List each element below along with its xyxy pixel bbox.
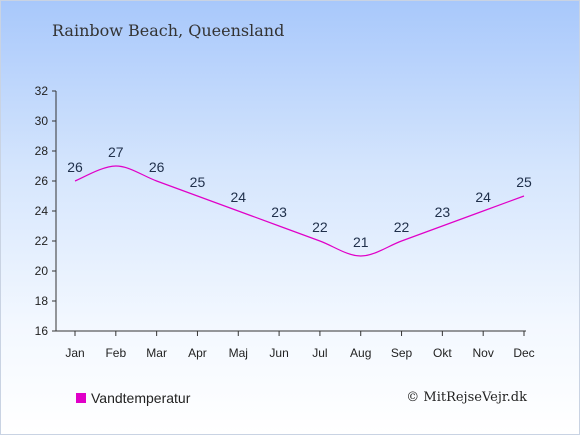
data-label: 22 [394,219,410,235]
data-label: 23 [271,204,287,220]
data-label: 26 [149,159,165,175]
chart-title: Rainbow Beach, Queensland [52,21,285,40]
y-tick-label: 16 [35,324,49,338]
data-label: 25 [190,174,206,190]
data-label: 27 [108,144,124,160]
x-tick-label: Apr [188,346,207,360]
y-tick-label: 26 [35,174,49,188]
legend-label: Vandtemperatur [91,390,191,406]
legend-swatch [76,393,86,403]
data-label: 24 [230,189,246,205]
x-tick-label: Feb [105,346,126,360]
series-line [74,165,525,257]
data-label: 23 [435,204,451,220]
data-label: 22 [312,219,328,235]
data-label: 24 [475,189,491,205]
x-tick-label: Nov [473,346,494,360]
y-tick-label: 32 [35,84,49,98]
x-tick-label: Jun [269,346,288,360]
data-label: 25 [516,174,532,190]
x-tick-label: Okt [433,346,452,360]
data-label: 26 [67,159,83,175]
legend: Vandtemperatur [76,390,190,406]
data-label: 21 [353,234,369,250]
x-tick-label: Sep [391,346,413,360]
y-tick-label: 24 [35,204,49,218]
y-tick-label: 30 [35,114,49,128]
x-tick-label: Jan [65,346,84,360]
x-tick-label: Mar [146,346,167,360]
y-tick-label: 28 [35,144,49,158]
y-tick-label: 18 [35,294,49,308]
credit-text: © MitRejseVejr.dk [406,390,527,405]
y-tick-label: 22 [35,234,49,248]
y-tick-label: 20 [35,264,49,278]
x-tick-label: Maj [229,346,248,360]
x-tick-label: Jul [312,346,327,360]
x-tick-label: Aug [350,346,371,360]
x-tick-label: Dec [513,346,534,360]
